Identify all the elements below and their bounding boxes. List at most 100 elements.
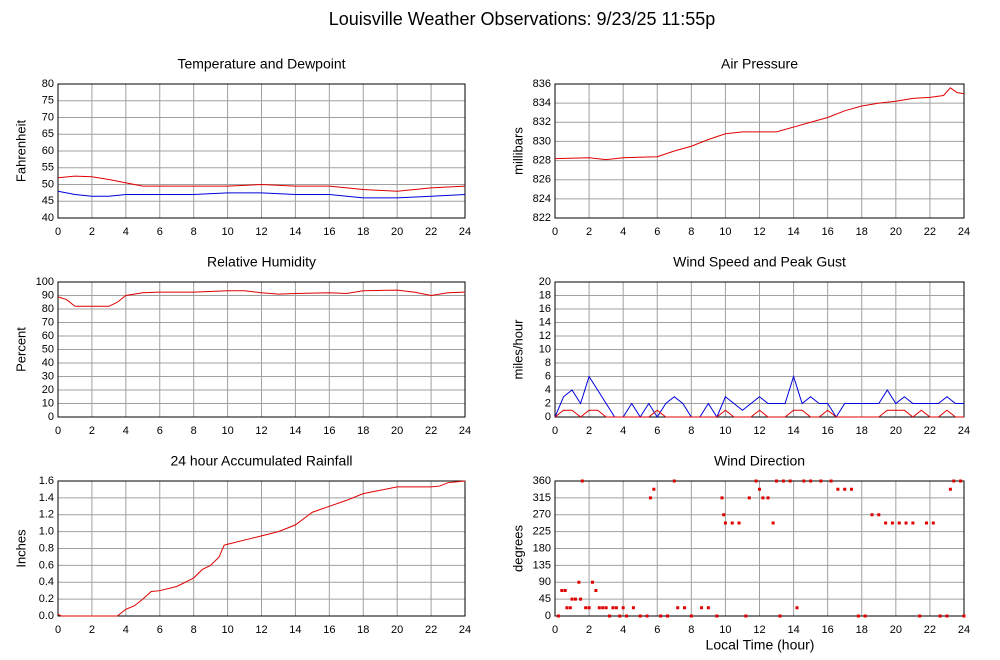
- x-tick-label: 2: [89, 425, 95, 437]
- data-point: [652, 487, 656, 491]
- x-tick-label: 18: [856, 624, 868, 636]
- y-tick-label: 225: [533, 526, 551, 538]
- y-tick-label: 1.2: [39, 509, 54, 521]
- x-tick-label: 20: [391, 226, 403, 238]
- y-tick-label: 90: [42, 289, 54, 301]
- data-point: [754, 479, 758, 483]
- panel-title: Air Pressure: [721, 56, 798, 72]
- data-point: [856, 614, 860, 618]
- y-tick-label: 0: [545, 610, 551, 622]
- y-axis-label: Fahrenheit: [13, 120, 28, 183]
- plot-border: [57, 281, 466, 418]
- x-tick-label: 2: [586, 226, 592, 238]
- x-tick-label: 6: [654, 226, 660, 238]
- data-point: [665, 614, 669, 618]
- x-tick-label: 12: [255, 425, 267, 437]
- x-tick-label: 12: [255, 226, 267, 238]
- x-tick-label: 18: [856, 425, 868, 437]
- x-tick-label: 2: [89, 226, 95, 238]
- y-tick-label: 0.8: [39, 542, 54, 554]
- y-tick-label: 6: [545, 370, 551, 382]
- x-tick-label: 24: [459, 624, 471, 636]
- data-point: [918, 614, 922, 618]
- y-tick-label: 830: [533, 135, 551, 147]
- y-tick-label: 270: [533, 509, 551, 521]
- y-tick-label: 90: [539, 576, 551, 588]
- x-tick-label: 16: [323, 425, 335, 437]
- panel-title: Relative Humidity: [207, 254, 316, 270]
- x-tick-label: 24: [958, 624, 970, 636]
- y-tick-label: 8: [545, 357, 551, 369]
- data-point: [952, 479, 956, 483]
- y-tick-label: 822: [533, 212, 551, 224]
- x-tick-label: 6: [157, 226, 163, 238]
- x-tick-label: 10: [221, 425, 233, 437]
- data-point: [577, 580, 581, 584]
- x-tick-label: 14: [787, 226, 799, 238]
- data-point: [614, 606, 618, 610]
- plot-border: [57, 480, 466, 617]
- y-tick-label: 824: [533, 193, 551, 205]
- x-tick-label: 10: [719, 624, 731, 636]
- y-tick-label: 75: [42, 95, 54, 107]
- y-tick-label: 18: [539, 289, 551, 301]
- y-tick-label: 4: [545, 384, 551, 396]
- x-tick-label: 14: [289, 226, 301, 238]
- data-point: [604, 606, 608, 610]
- x-tick-label: 20: [391, 624, 403, 636]
- data-point: [648, 496, 652, 500]
- x-tick-label: 8: [191, 425, 197, 437]
- y-tick-label: 20: [42, 384, 54, 396]
- data-point: [723, 521, 727, 525]
- data-point: [945, 614, 949, 618]
- data-point: [568, 606, 572, 610]
- data-point: [744, 614, 748, 618]
- data-point: [911, 521, 915, 525]
- plot-border: [57, 83, 466, 219]
- x-tick-label: 6: [157, 624, 163, 636]
- x-axis-label: Local Time (hour): [706, 637, 815, 653]
- x-tick-label: 14: [289, 425, 301, 437]
- data-point: [836, 487, 840, 491]
- x-tick-label: 24: [958, 425, 970, 437]
- x-tick-label: 24: [459, 425, 471, 437]
- y-tick-label: 180: [533, 542, 551, 554]
- data-point: [938, 614, 942, 618]
- x-tick-label: 22: [924, 226, 936, 238]
- data-point: [587, 606, 591, 610]
- data-point: [700, 606, 704, 610]
- data-point: [802, 479, 806, 483]
- x-tick-label: 10: [221, 226, 233, 238]
- data-point: [594, 589, 598, 592]
- x-tick-label: 0: [552, 624, 558, 636]
- data-point: [570, 597, 574, 601]
- x-tick-label: 14: [787, 425, 799, 437]
- y-tick-label: 315: [533, 492, 551, 504]
- x-tick-label: 22: [425, 226, 437, 238]
- data-point: [863, 614, 867, 618]
- y-axis-label: miles/hour: [510, 319, 525, 380]
- x-tick-label: 16: [822, 425, 834, 437]
- data-point: [809, 479, 813, 483]
- data-point: [618, 614, 622, 618]
- x-tick-label: 4: [620, 425, 626, 437]
- x-tick-label: 6: [654, 425, 660, 437]
- data-point: [565, 606, 569, 610]
- data-point: [747, 496, 751, 500]
- plot-border: [554, 83, 965, 219]
- data-point: [563, 589, 567, 592]
- data-point: [761, 496, 765, 500]
- data-point: [737, 521, 741, 525]
- data-line: [554, 87, 965, 161]
- x-tick-label: 0: [552, 425, 558, 437]
- y-axis-label: Inches: [13, 529, 28, 568]
- x-tick-label: 10: [221, 624, 233, 636]
- x-tick-label: 0: [55, 624, 61, 636]
- x-tick-label: 14: [787, 624, 799, 636]
- y-axis-label: millibars: [510, 127, 525, 175]
- data-point: [560, 589, 564, 592]
- y-tick-label: 0.0: [39, 610, 54, 622]
- x-tick-label: 22: [924, 425, 936, 437]
- y-tick-label: 0.6: [39, 559, 54, 571]
- data-point: [621, 606, 625, 610]
